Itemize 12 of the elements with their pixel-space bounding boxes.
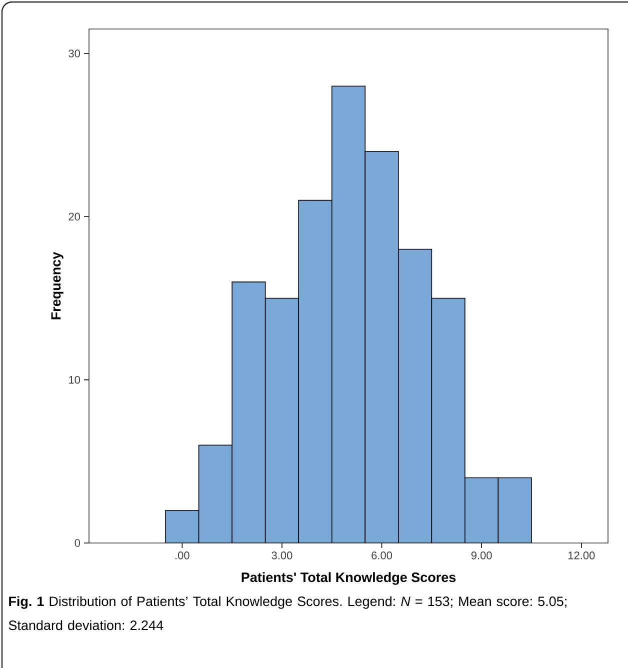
x-tick-label: .00 [176,552,190,560]
text: Fig. 1 Distribution of Patients’ Total Knowledge Scores. Legend: N = 153; Mean score: 5.05; Standard deviation: 2.244 [8,596,566,630]
y-tick-label: 30 [68,50,80,58]
y-tick-label: 10 [69,376,80,384]
x-tick-label: 9.00 [471,552,492,560]
x-tick-label: 12.00 [568,552,595,560]
y-axis-title: Frequency [51,252,64,320]
x-tick-label: 6.00 [372,552,392,560]
x-axis-title: Patients' Total Knowledge Scores [242,572,456,585]
x-tick-label: 3.00 [272,552,292,560]
y-tick-label: 0 [74,539,80,547]
y-tick-label: 20 [68,212,80,221]
